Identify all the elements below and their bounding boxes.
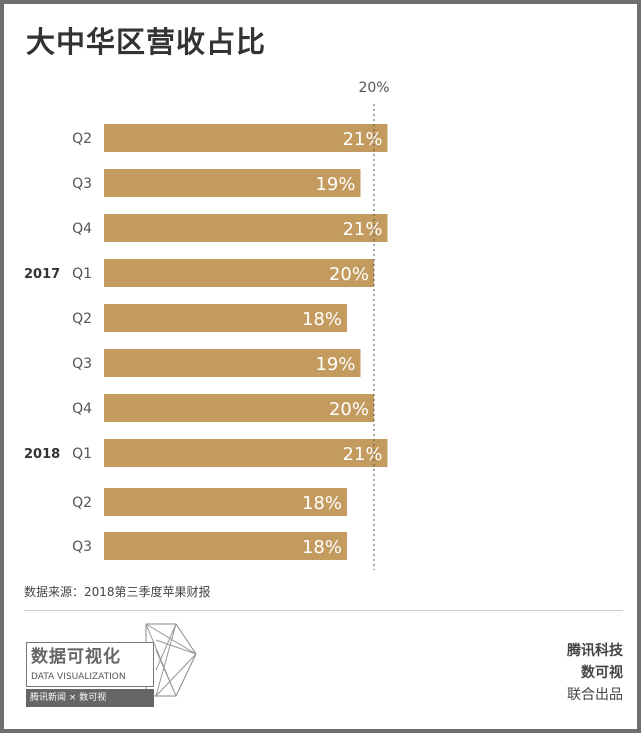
bar xyxy=(104,169,361,197)
credit-shukeshi: 数可视 xyxy=(581,665,623,681)
bar xyxy=(104,394,374,422)
logo-box: 数据可视化 DATA VISUALIZATION xyxy=(26,642,154,687)
data-source: 数据来源：2018第三季度苹果财报 xyxy=(24,585,211,599)
bar xyxy=(104,532,347,560)
bar xyxy=(104,439,388,467)
data-label: 18% xyxy=(302,537,342,558)
y-tick-label: Q3 xyxy=(72,176,92,192)
data-label: 19% xyxy=(315,354,355,375)
logo-stack: 数据可视化 DATA VISUALIZATION 腾讯新闻 × 数可视 xyxy=(26,642,154,707)
bar xyxy=(104,259,374,287)
divider xyxy=(24,610,623,611)
y-tick-label: Q4 xyxy=(72,401,92,417)
year-label: 2018 xyxy=(24,447,60,462)
bar xyxy=(104,214,388,242)
data-label: 21% xyxy=(342,219,382,240)
data-label: 18% xyxy=(302,309,342,330)
data-label: 21% xyxy=(342,444,382,465)
year-label: 2017 xyxy=(24,267,60,282)
logo-title: 数据可视化 xyxy=(31,647,121,667)
data-label: 20% xyxy=(329,399,369,420)
bar xyxy=(104,349,361,377)
credits: 腾讯科技 数可视 联合出品 xyxy=(567,640,623,706)
y-tick-label: Q2 xyxy=(72,495,92,511)
data-visualization-logo: 数据可视化 DATA VISUALIZATION 腾讯新闻 × 数可视 xyxy=(26,620,226,720)
y-tick-label: Q1 xyxy=(72,266,92,282)
y-tick-label: Q3 xyxy=(72,539,92,555)
y-tick-label: Q1 xyxy=(72,446,92,462)
y-tick-label: Q2 xyxy=(72,131,92,147)
credit-tencent-tech: 腾讯科技 xyxy=(567,643,623,659)
data-label: 18% xyxy=(302,493,342,514)
bar xyxy=(104,304,347,332)
credit-joint: 联合出品 xyxy=(567,687,623,703)
data-label: 19% xyxy=(315,174,355,195)
logo-subtitle: DATA VISUALIZATION xyxy=(31,672,126,682)
bar xyxy=(104,488,347,516)
y-tick-label: Q2 xyxy=(72,311,92,327)
data-label: 20% xyxy=(329,264,369,285)
data-label: 21% xyxy=(342,129,382,150)
reference-label: 20% xyxy=(358,80,389,96)
bar-chart: Q2 21% Q3 19% Q4 21% Q1 2017 20% Q2 18% Q3 19% Q4 20% Q… xyxy=(24,80,390,570)
logo-partners: 腾讯新闻 × 数可视 xyxy=(26,689,154,707)
y-tick-label: Q4 xyxy=(72,221,92,237)
y-tick-label: Q3 xyxy=(72,356,92,372)
chart-title: 大中华区营收占比 xyxy=(26,25,267,59)
bar xyxy=(104,124,388,152)
